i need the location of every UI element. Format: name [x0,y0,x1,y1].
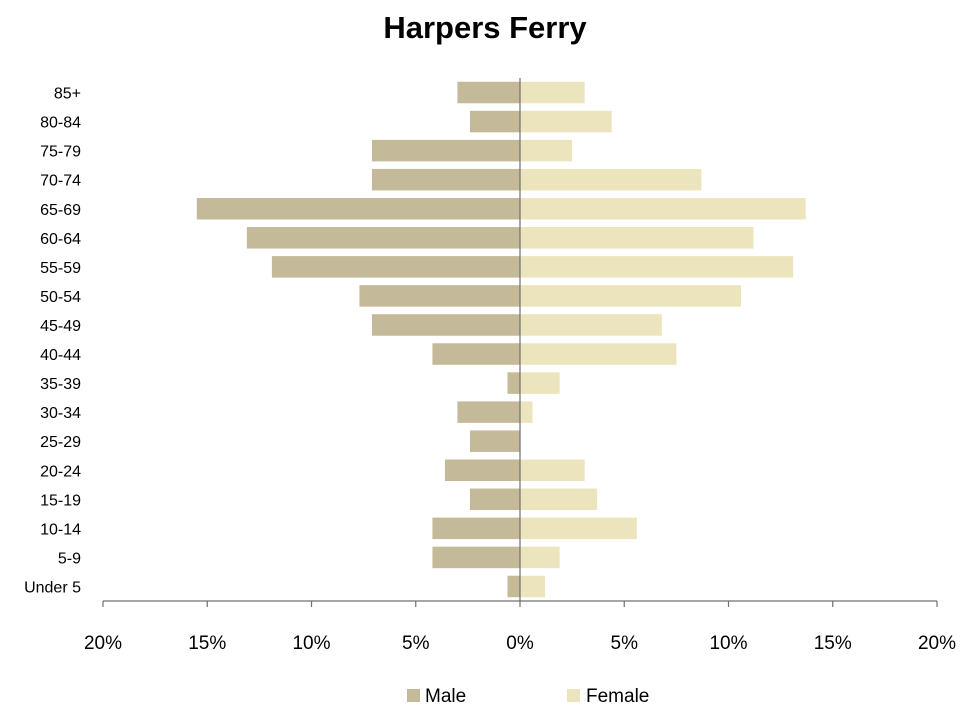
x-tick-label: 15% [814,633,852,654]
x-tick-label: 0% [506,633,534,654]
bar-female-80-84 [520,110,612,133]
x-tick-label: 5% [611,633,639,654]
y-tick-label: 20-24 [40,463,81,480]
bar-female-15-19 [520,488,598,511]
x-tick-label: 20% [84,633,122,654]
y-tick-label: 15-19 [40,492,81,509]
y-tick-label: Under 5 [24,579,81,596]
bar-male-70-74 [371,168,520,191]
bar-female-10-14 [520,517,637,540]
bar-male-20-24 [444,459,520,482]
bar-female-45-49 [520,314,662,336]
bar-male-25-29 [469,430,520,452]
y-tick-label: 30-34 [40,405,81,422]
bar-female-75-79 [520,139,573,162]
y-tick-label: 5-9 [58,550,81,567]
y-tick-label: 25-29 [40,434,81,451]
bar-male-65-69 [196,197,520,220]
bar-female-20-24 [520,459,585,482]
x-axis-ticks: 20% 15% 10% 5% 0% 5% 10% 15% 20% [84,601,956,654]
bar-male-15-19 [469,488,520,511]
y-tick-label: 50-54 [40,289,81,306]
bar-male-5-9 [432,546,520,569]
chart-title: Harpers Ferry [383,10,587,45]
legend-swatch-male [407,689,420,702]
y-tick-label: 70-74 [40,173,81,190]
bar-male-50-54 [359,285,520,307]
y-axis-labels: Under 5 5-9 10-14 15-19 20-24 25-29 30-34 35-39… [24,86,81,597]
y-tick-label: 80-84 [40,115,81,132]
x-tick-label: 15% [188,633,226,654]
bar-female-40-44 [520,343,677,365]
x-tick-label: 10% [292,633,330,654]
bar-male-30-34 [457,401,520,423]
bars-group [196,81,806,598]
legend-swatch-female [567,689,580,702]
y-tick-label: 35-39 [40,376,81,393]
bar-male-35-39 [507,372,520,394]
bar-female-5-9 [520,546,560,569]
bar-male-60-64 [246,227,521,249]
y-tick-label: 75-79 [40,144,81,161]
bar-male-85+ [457,81,520,104]
bar-female-70-74 [520,168,702,191]
x-tick-label: 10% [709,633,747,654]
legend-label-male: Male [425,686,466,707]
legend: Male Female [407,686,649,707]
bar-female-65-69 [520,197,806,220]
y-tick-label: 55-59 [40,260,81,277]
bar-male-under-5 [507,575,520,598]
y-tick-label: 60-64 [40,231,81,248]
bar-male-10-14 [432,517,520,540]
y-tick-label: 10-14 [40,521,81,538]
legend-label-female: Female [586,686,649,707]
bar-female-30-34 [520,401,533,423]
bar-female-60-64 [520,227,754,249]
bar-female-35-39 [520,372,560,394]
bar-male-40-44 [432,343,520,365]
bar-female-under-5 [520,575,546,598]
y-tick-label: 40-44 [40,347,81,364]
bar-female-55-59 [520,256,794,278]
bar-female-50-54 [520,285,742,307]
x-tick-label: 20% [918,633,956,654]
y-tick-label: 85+ [54,86,81,103]
bar-male-75-79 [371,139,520,162]
bar-male-55-59 [271,256,520,278]
bar-male-80-84 [469,110,520,133]
y-tick-label: 45-49 [40,318,81,335]
x-tick-label: 5% [402,633,430,654]
bar-female-85+ [520,81,585,104]
bar-male-45-49 [371,314,520,336]
y-tick-label: 65-69 [40,202,81,219]
